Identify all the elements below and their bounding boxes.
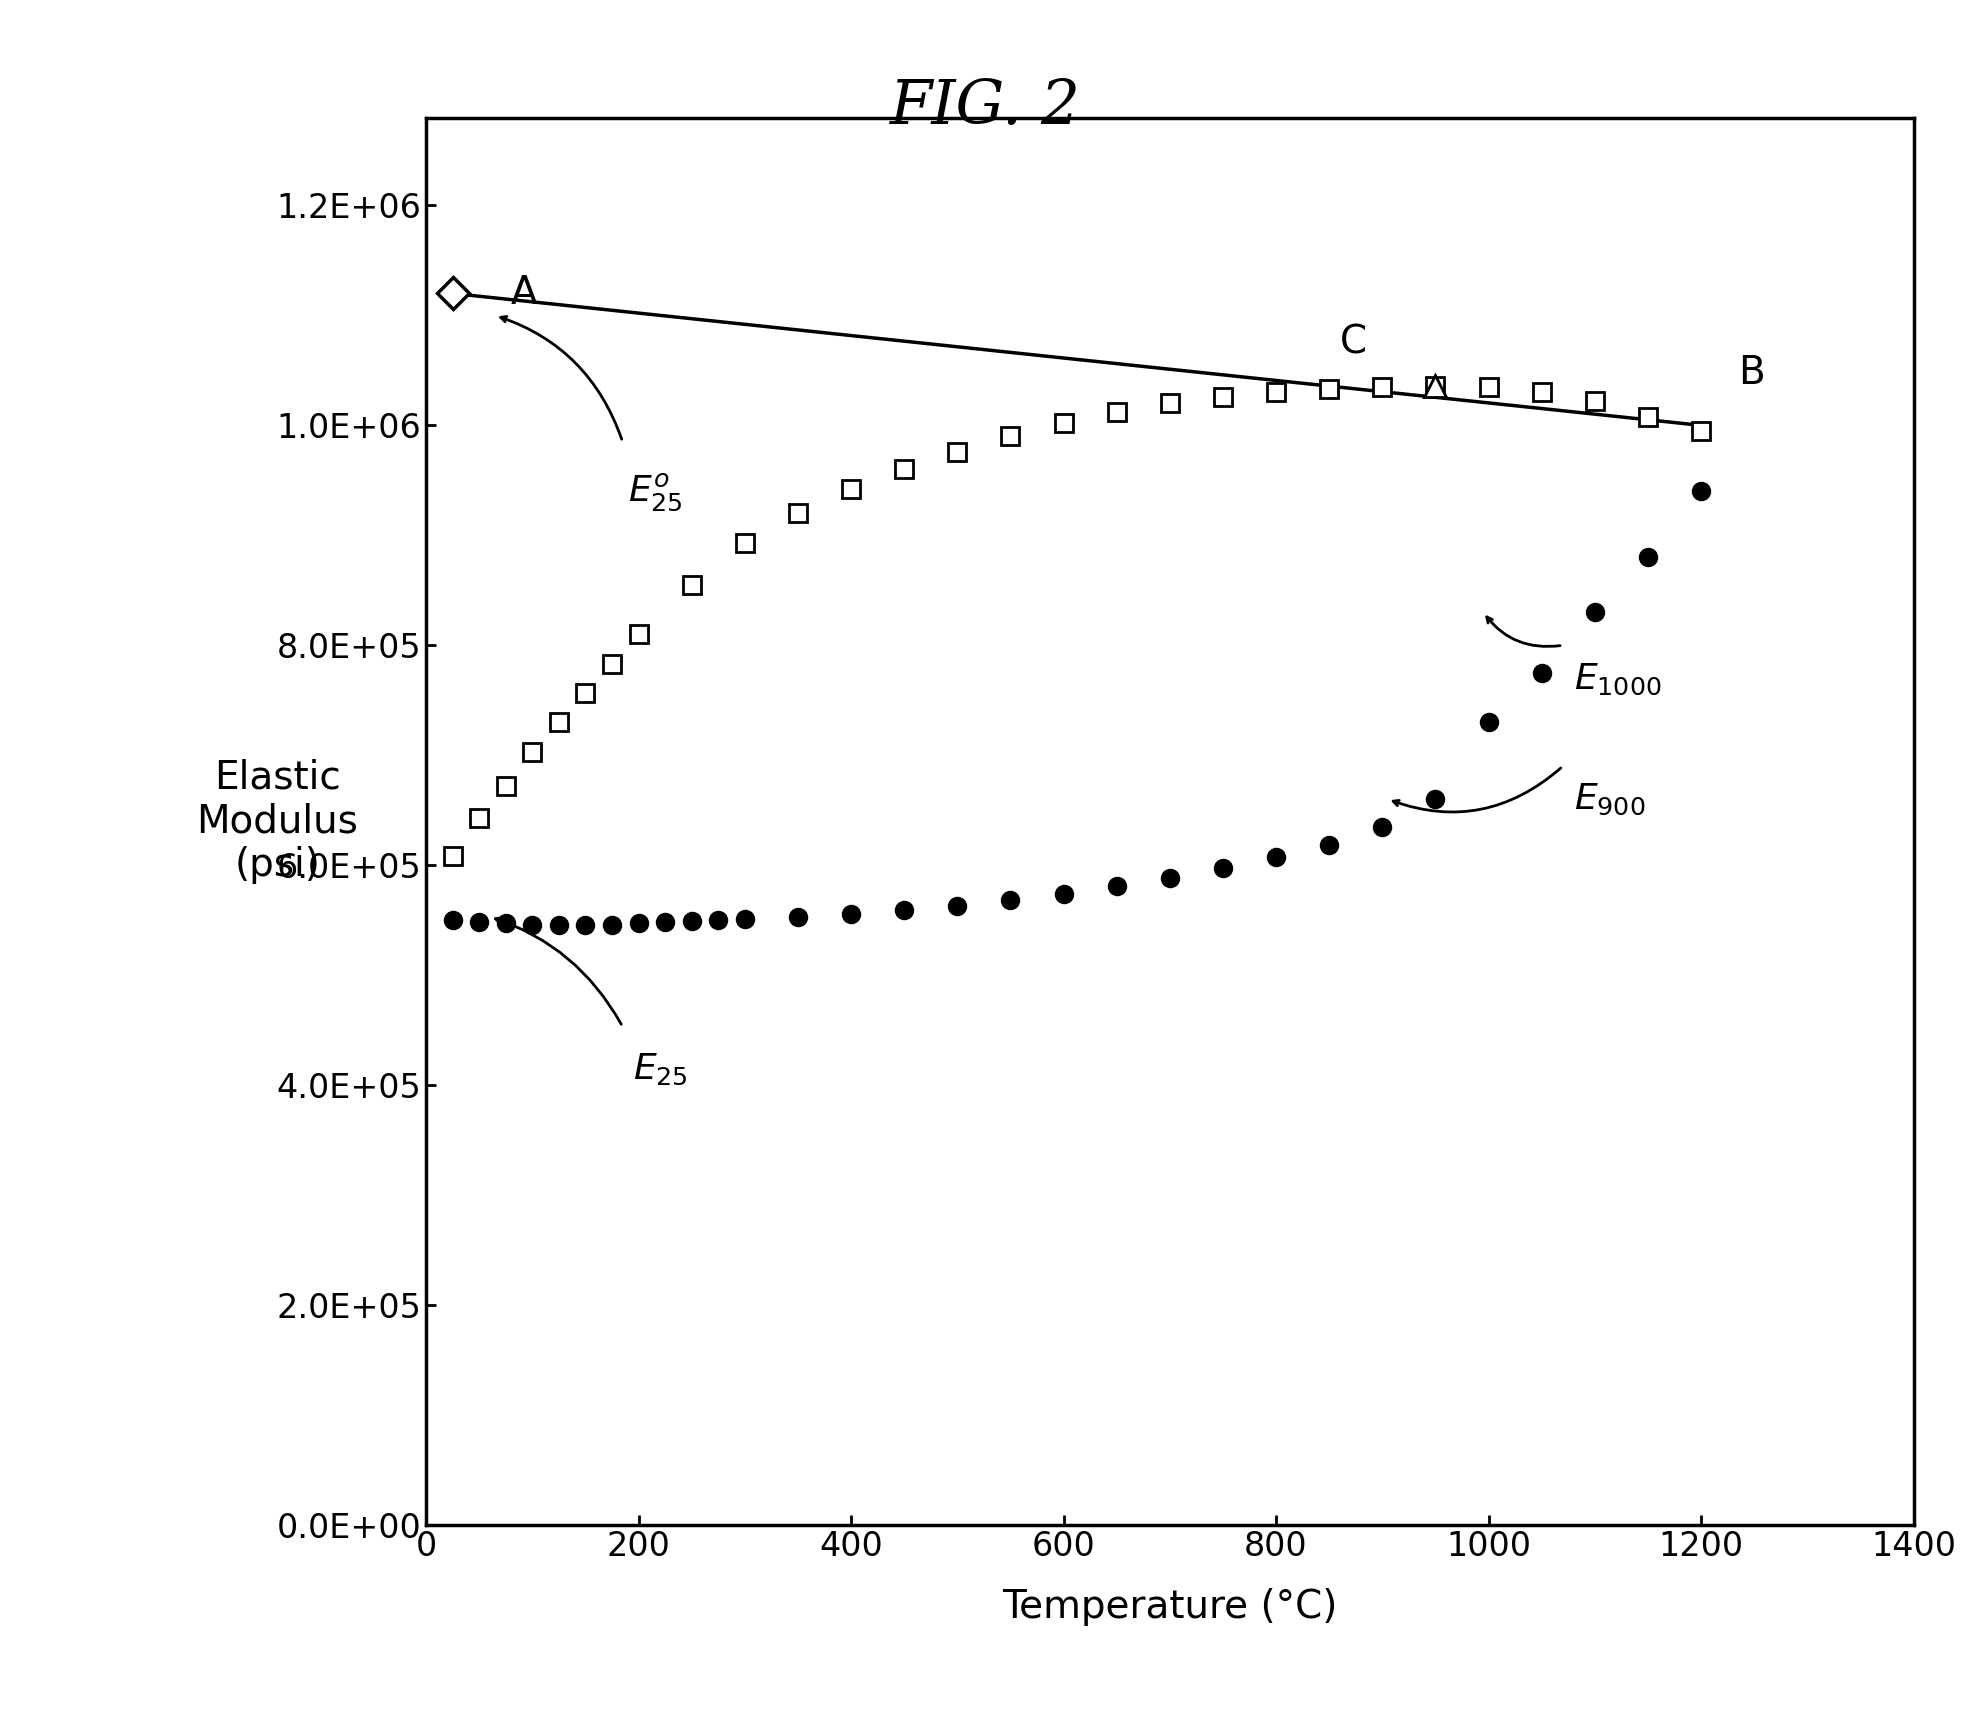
- Text: $E_{900}$: $E_{900}$: [1573, 781, 1646, 817]
- Text: $E_{1000}$: $E_{1000}$: [1573, 661, 1662, 697]
- Text: $E_{25}$: $E_{25}$: [633, 1053, 688, 1087]
- Text: C: C: [1340, 325, 1368, 362]
- Text: $E^o_{25}$: $E^o_{25}$: [629, 472, 682, 513]
- Y-axis label: Elastic
Modulus
(psi): Elastic Modulus (psi): [197, 759, 359, 884]
- X-axis label: Temperature (°C): Temperature (°C): [1001, 1588, 1338, 1625]
- Text: A: A: [510, 275, 538, 313]
- Text: FIG. 2: FIG. 2: [891, 77, 1080, 137]
- Text: B: B: [1738, 354, 1764, 391]
